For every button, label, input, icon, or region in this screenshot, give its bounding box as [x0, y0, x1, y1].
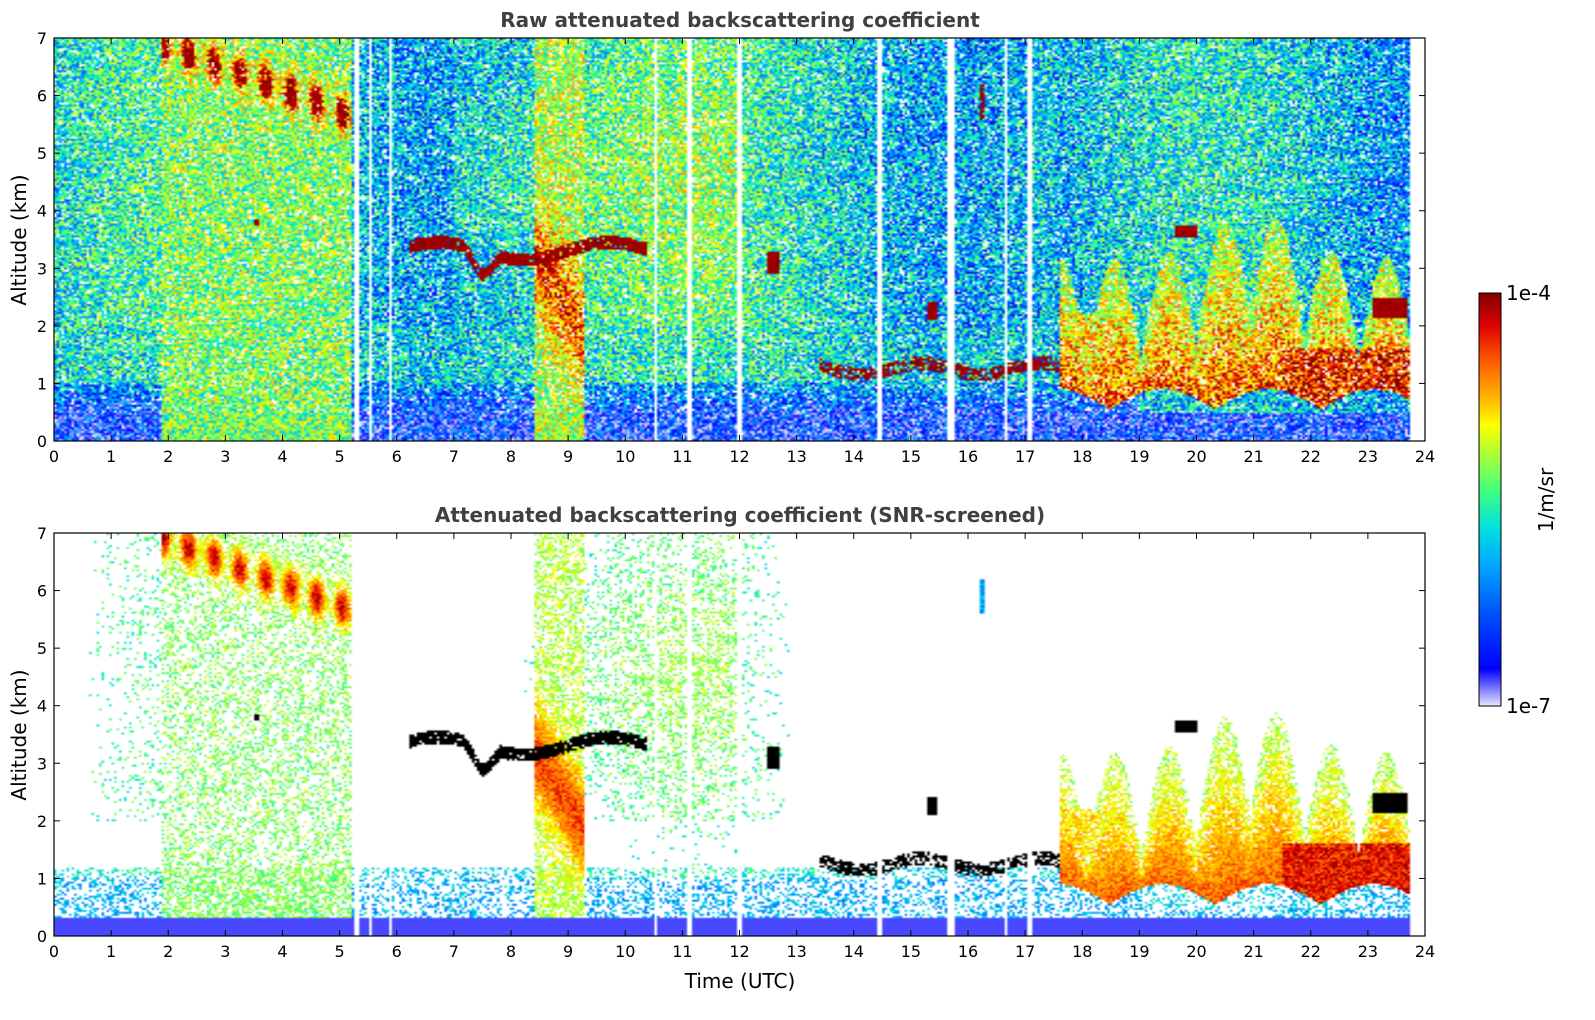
- y-tick-label: 6: [37, 582, 47, 601]
- panel-screened-y-ticks: 0 1 2 3 4 5 6 7: [37, 524, 1425, 946]
- x-tick-label: 20: [1186, 942, 1206, 961]
- x-tick-label: 12: [729, 942, 749, 961]
- y-tick-label: 4: [37, 202, 47, 221]
- colorbar-gradient: [1478, 292, 1502, 707]
- y-tick-label: 1: [37, 869, 47, 888]
- panel-screened-y-axis-label: Altitude (km): [7, 669, 31, 800]
- panel-screened-x-axis-label: Time (UTC): [684, 969, 796, 993]
- x-tick-label: 17: [1015, 942, 1035, 961]
- panel-raw-x-ticks: 0 1 2 3 4 5 6 7 8 9 10 11 12 13 14 15 16 17 18 19 20 21 22 23 24: [49, 38, 1435, 466]
- panel-raw-y-ticks: 0 1 2 3 4 5 6 7: [37, 29, 1425, 451]
- x-tick-label: 13: [786, 942, 806, 961]
- x-tick-label: 2: [163, 447, 173, 466]
- y-tick-label: 0: [37, 927, 47, 946]
- x-tick-label: 11: [672, 942, 692, 961]
- y-tick-label: 1: [37, 374, 47, 393]
- x-tick-label: 0: [49, 942, 59, 961]
- x-tick-label: 5: [335, 942, 345, 961]
- x-tick-label: 6: [392, 942, 402, 961]
- x-tick-label: 16: [958, 447, 978, 466]
- x-tick-label: 1: [106, 447, 116, 466]
- colorbar-unit-label: 1/m/sr: [1534, 467, 1558, 532]
- x-tick-label: 9: [563, 942, 573, 961]
- panel-screened: Attenuated backscattering coefficient (S…: [7, 503, 1435, 993]
- x-tick-label: 3: [220, 447, 230, 466]
- x-tick-label: 8: [506, 447, 516, 466]
- x-tick-label: 13: [786, 447, 806, 466]
- x-tick-label: 14: [844, 447, 864, 466]
- y-tick-label: 4: [37, 697, 47, 716]
- x-tick-label: 2: [163, 942, 173, 961]
- x-tick-label: 4: [277, 942, 287, 961]
- x-tick-label: 5: [335, 447, 345, 466]
- panel-raw-heatmap: [54, 38, 1425, 441]
- y-tick-label: 3: [37, 259, 47, 278]
- x-tick-label: 1: [106, 942, 116, 961]
- x-tick-label: 22: [1301, 942, 1321, 961]
- x-tick-label: 22: [1301, 447, 1321, 466]
- y-tick-label: 0: [37, 432, 47, 451]
- x-tick-label: 23: [1358, 447, 1378, 466]
- x-tick-label: 19: [1129, 447, 1149, 466]
- y-tick-label: 2: [37, 812, 47, 831]
- y-tick-label: 3: [37, 754, 47, 773]
- x-tick-label: 7: [449, 942, 459, 961]
- x-tick-label: 3: [220, 942, 230, 961]
- panel-raw-title: Raw attenuated backscattering coefficien…: [500, 8, 980, 32]
- panel-raw-y-axis-label: Altitude (km): [7, 174, 31, 305]
- x-tick-label: 0: [49, 447, 59, 466]
- x-tick-label: 11: [672, 447, 692, 466]
- y-tick-label: 2: [37, 317, 47, 336]
- x-tick-label: 7: [449, 447, 459, 466]
- y-tick-label: 5: [37, 144, 47, 163]
- x-tick-label: 21: [1243, 942, 1263, 961]
- x-tick-label: 18: [1072, 942, 1092, 961]
- x-tick-label: 16: [958, 942, 978, 961]
- x-tick-label: 10: [615, 447, 635, 466]
- x-tick-label: 10: [615, 942, 635, 961]
- x-tick-label: 19: [1129, 942, 1149, 961]
- x-tick-label: 23: [1358, 942, 1378, 961]
- x-tick-label: 4: [277, 447, 287, 466]
- x-tick-label: 17: [1015, 447, 1035, 466]
- x-tick-label: 15: [901, 942, 921, 961]
- x-tick-label: 18: [1072, 447, 1092, 466]
- panel-screened-x-ticks: 0 1 2 3 4 5 6 7 8 9 10 11 12 13 14 15 16 17 18 19 20 21 22 23 24: [49, 533, 1435, 961]
- x-tick-label: 21: [1243, 447, 1263, 466]
- colorbar-max-label: 1e-4: [1506, 281, 1551, 305]
- panel-screened-title: Attenuated backscattering coefficient (S…: [435, 503, 1045, 527]
- x-tick-label: 15: [901, 447, 921, 466]
- y-tick-label: 7: [37, 29, 47, 48]
- x-tick-label: 6: [392, 447, 402, 466]
- x-tick-label: 12: [729, 447, 749, 466]
- x-tick-label: 14: [844, 942, 864, 961]
- x-tick-label: 9: [563, 447, 573, 466]
- y-tick-label: 7: [37, 524, 47, 543]
- y-tick-label: 6: [37, 87, 47, 106]
- x-tick-label: 8: [506, 942, 516, 961]
- panel-raw: Raw attenuated backscattering coefficien…: [7, 8, 1435, 466]
- colorbar: 1e-4 1e-7 1/m/sr: [1478, 281, 1558, 718]
- x-tick-label: 24: [1415, 942, 1435, 961]
- y-tick-label: 5: [37, 639, 47, 658]
- x-tick-label: 20: [1186, 447, 1206, 466]
- x-tick-label: 24: [1415, 447, 1435, 466]
- panel-screened-heatmap: [54, 533, 1425, 936]
- colorbar-min-label: 1e-7: [1506, 694, 1551, 718]
